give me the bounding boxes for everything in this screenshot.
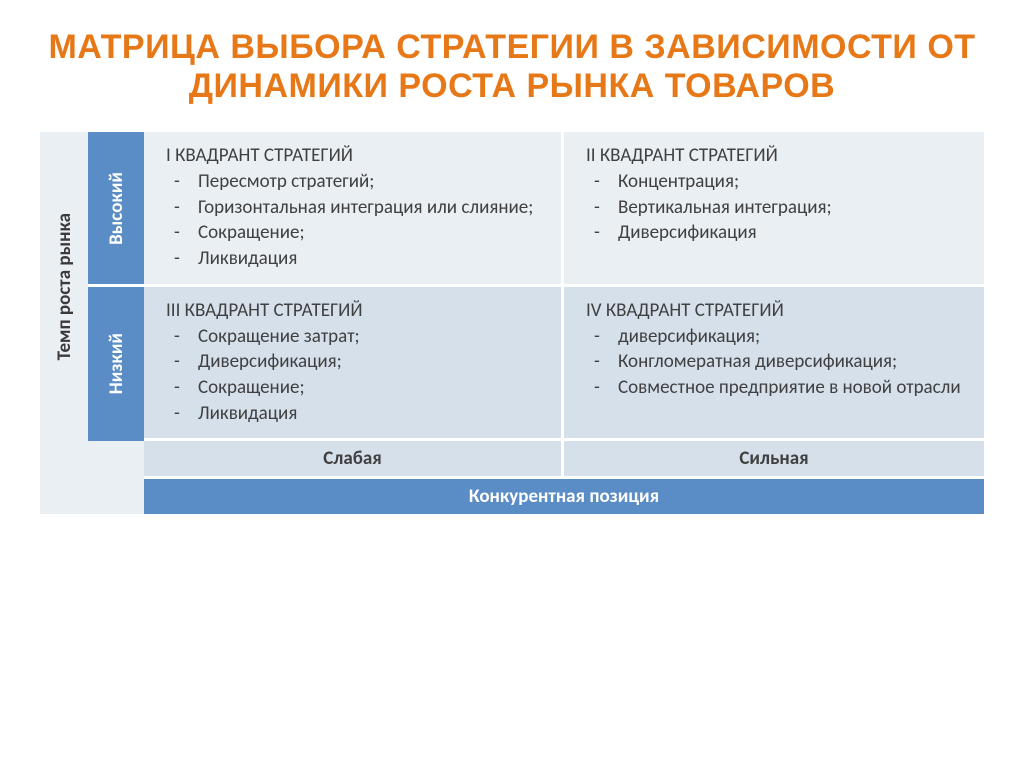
quadrant-3: III КВАДРАНТ СТРАТЕГИЙ Сокращение затрат…: [144, 287, 564, 442]
quadrant-heading: III КВАДРАНТ СТРАТЕГИЙ: [166, 299, 543, 322]
x-axis-weak: Слабая: [144, 441, 564, 479]
list-item: Ликвидация: [170, 401, 543, 427]
quadrant-4: IV КВАДРАНТ СТРАТЕГИЙ диверсификация;Кон…: [564, 287, 984, 442]
list-item: Вертикальная интеграция;: [590, 195, 966, 221]
quadrant-2: II КВАДРАНТ СТРАТЕГИЙ Концентрация;Верти…: [564, 132, 984, 287]
quadrant-heading: IV КВАДРАНТ СТРАТЕГИЙ: [586, 299, 966, 322]
list-item: Диверсификация;: [170, 349, 543, 375]
list-item: Диверсификация: [590, 220, 966, 246]
list-item: Совместное предприятие в новой отрасли: [590, 375, 966, 401]
list-item: Конгломератная диверсификация;: [590, 349, 966, 375]
list-item: Концентрация;: [590, 169, 966, 195]
x-axis-strong: Сильная: [564, 441, 984, 479]
list-item: Ликвидация: [170, 246, 543, 272]
x-axis-label: Конкурентная позиция: [144, 479, 984, 514]
y-axis-low: Низкий: [88, 287, 144, 442]
slide-title: МАТРИЦА ВЫБОРА СТРАТЕГИИ В ЗАВИСИМОСТИ О…: [40, 28, 984, 106]
y-axis-high: Высокий: [88, 132, 144, 287]
list-item: Пересмотр стратегий;: [170, 169, 543, 195]
bottom-left-spacer: [40, 441, 144, 514]
y-axis-label: Темп роста рынка: [40, 132, 88, 441]
list-item: Сокращение;: [170, 375, 543, 401]
quadrant-list: Концентрация;Вертикальная интеграция;Див…: [586, 169, 966, 246]
strategy-matrix: Темп роста рынка Высокий Низкий I КВАДРА…: [40, 132, 984, 514]
quadrant-list: Сокращение затрат;Диверсификация;Сокраще…: [166, 324, 543, 427]
quadrant-1: I КВАДРАНТ СТРАТЕГИЙ Пересмотр стратегий…: [144, 132, 564, 287]
quadrant-list: Пересмотр стратегий;Горизонтальная интег…: [166, 169, 543, 272]
quadrant-list: диверсификация;Конгломератная диверсифик…: [586, 324, 966, 401]
quadrant-heading: II КВАДРАНТ СТРАТЕГИЙ: [586, 144, 966, 167]
list-item: Горизонтальная интеграция или слияние;: [170, 195, 543, 221]
list-item: диверсификация;: [590, 324, 966, 350]
list-item: Сокращение;: [170, 220, 543, 246]
quadrant-heading: I КВАДРАНТ СТРАТЕГИЙ: [166, 144, 543, 167]
slide: МАТРИЦА ВЫБОРА СТРАТЕГИИ В ЗАВИСИМОСТИ О…: [0, 0, 1024, 767]
list-item: Сокращение затрат;: [170, 324, 543, 350]
